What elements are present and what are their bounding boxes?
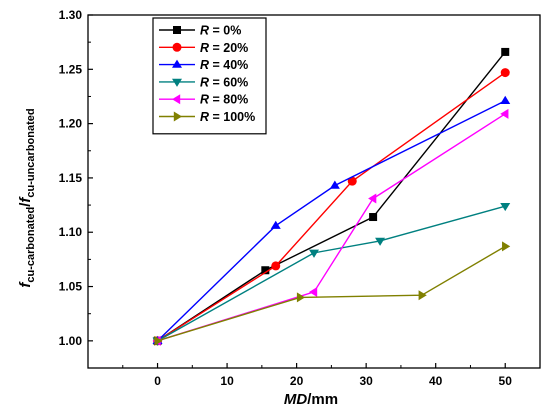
y-axis-label-f1: f (17, 281, 34, 288)
data-point (309, 286, 318, 297)
data-point (418, 290, 427, 301)
series-6 (154, 241, 511, 346)
y-axis-label: fcu-carbonated/fcu-uncarbonated (17, 108, 37, 287)
y-axis-label-slash: / (17, 202, 34, 207)
y-tick-label: 1.25 (59, 62, 83, 76)
legend-item: R = 100% (159, 110, 255, 124)
legend-label: R = 80% (200, 93, 248, 107)
axis-ticks: 0 10 20 30 40 50 1.00 1.05 1.10 1.15 1.20 1.25 1.30 (59, 8, 541, 388)
series-line (157, 51, 506, 342)
y-tick-label: 1.30 (59, 8, 83, 22)
data-point (502, 241, 511, 252)
y-tick-label: 1.10 (59, 225, 83, 239)
legend-item: R = 40% (159, 58, 248, 72)
legend-label: R = 100% (200, 110, 255, 124)
data-point (261, 266, 270, 275)
data-point (368, 193, 377, 204)
series-line (157, 205, 506, 342)
legend-box (152, 17, 267, 135)
x-tick-label: 30 (359, 374, 373, 388)
data-point (296, 292, 306, 303)
y-axis-label-f2: f (17, 196, 34, 203)
legend-marker (173, 26, 181, 34)
legend-marker (172, 59, 182, 68)
data-point (347, 176, 357, 186)
legend-item: R = 20% (159, 41, 248, 55)
data-point (154, 335, 163, 346)
series-layer (152, 47, 511, 346)
data-point (369, 213, 378, 222)
legend-item: R = 60% (159, 75, 248, 89)
y-tick-label: 1.00 (59, 334, 83, 348)
data-point (329, 180, 340, 189)
legend-marker (172, 78, 182, 87)
y-axis-label-sub1: cu-carbonated (25, 207, 37, 283)
y-axis-label-sub2: cu-uncarbonated (25, 108, 37, 197)
x-axis-label: MD/mm (284, 391, 338, 408)
data-point (271, 261, 281, 271)
data-point (501, 47, 510, 56)
y-tick-label: 1.20 (59, 117, 83, 131)
x-tick-label: 20 (290, 374, 304, 388)
plot-border (87, 14, 541, 369)
x-axis-label-unit: /mm (307, 391, 338, 408)
series-line (157, 71, 506, 342)
x-tick-label: 40 (429, 374, 443, 388)
legend-label: R = 20% (200, 41, 248, 55)
y-tick-label: 1.15 (59, 171, 83, 185)
y-tick-label: 1.05 (59, 280, 83, 294)
data-point (500, 68, 510, 78)
series-line (157, 245, 506, 342)
legend-label: R = 0% (200, 24, 241, 38)
legend-label: R = 40% (200, 58, 248, 72)
x-tick-label: 50 (499, 374, 513, 388)
data-point (270, 220, 281, 229)
data-point (309, 249, 319, 258)
legend-marker (172, 94, 181, 105)
data-point (500, 202, 511, 212)
x-tick-label: 0 (154, 374, 161, 388)
x-axis-label-var: MD (284, 391, 307, 408)
legend-item: R = 0% (159, 24, 241, 38)
plot-area (87, 14, 541, 369)
legend-label: R = 60% (200, 75, 248, 89)
data-point (375, 237, 386, 246)
legend-marker (173, 111, 182, 122)
data-point (500, 108, 509, 119)
data-point (500, 95, 511, 105)
legend-marker (172, 42, 182, 52)
legend-item: R = 80% (159, 93, 248, 107)
x-tick-label: 10 (220, 374, 234, 388)
legend: R = 0% R = 20% R = 40% R = 60% R = 80% R = 10… (152, 17, 267, 135)
series-line (157, 100, 506, 342)
